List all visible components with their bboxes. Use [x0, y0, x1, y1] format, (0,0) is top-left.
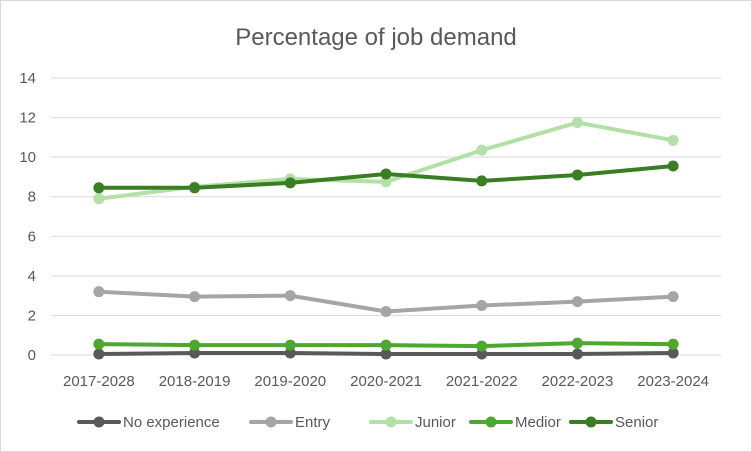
legend: No experience Entry Junior Medior Senior [77, 414, 658, 431]
x-axis-ticks: 2017-2028 2018-2019 2019-2020 2020-2021 2021… [63, 373, 709, 390]
legend-item: Senior [569, 414, 658, 431]
series-medior [93, 337, 679, 352]
y-tick-label: 6 [28, 228, 36, 245]
y-tick-label: 0 [28, 347, 36, 364]
data-point [189, 182, 201, 194]
data-point [93, 286, 105, 298]
gridlines [51, 77, 721, 356]
data-point [571, 117, 583, 129]
data-point [284, 339, 296, 351]
y-tick-label: 4 [28, 268, 36, 285]
data-point [380, 305, 392, 317]
y-axis-ticks: 0 2 4 6 8 10 12 14 [19, 70, 36, 364]
data-point [284, 177, 296, 189]
data-point [476, 348, 488, 360]
legend-swatch-marker [585, 416, 597, 428]
chart-title: Percentage of job demand [235, 24, 517, 51]
data-point [380, 176, 392, 188]
legend-swatch-marker [93, 416, 105, 428]
series-no-experience [93, 347, 679, 360]
x-tick-label: 2019-2020 [254, 373, 326, 390]
data-point [571, 296, 583, 308]
data-point [667, 160, 679, 172]
x-tick-label: 2021-2022 [446, 373, 518, 390]
data-point [476, 340, 488, 352]
legend-swatch-marker [265, 416, 277, 428]
data-point [667, 134, 679, 146]
y-tick-label: 12 [19, 110, 36, 127]
x-tick-label: 2020-2021 [350, 373, 422, 390]
data-point [476, 144, 488, 156]
data-point [380, 339, 392, 351]
data-point [189, 347, 201, 359]
y-tick-label: 2 [28, 307, 36, 324]
data-point [571, 337, 583, 349]
data-point [284, 290, 296, 302]
data-point [476, 300, 488, 312]
series-junior [93, 117, 679, 205]
series-entry [93, 286, 679, 317]
legend-item: No experience [77, 414, 220, 431]
legend-item: Medior [469, 414, 561, 431]
legend-label: Entry [295, 414, 331, 431]
x-tick-label: 2017-2028 [63, 373, 135, 390]
y-tick-label: 8 [28, 189, 36, 206]
legend-label: Medior [515, 414, 561, 431]
legend-swatch-marker [485, 416, 497, 428]
data-point [667, 347, 679, 359]
data-point [571, 348, 583, 360]
data-point [380, 348, 392, 360]
data-point [93, 182, 105, 194]
legend-label: No experience [123, 414, 220, 431]
data-point [189, 291, 201, 303]
x-tick-label: 2022-2023 [542, 373, 614, 390]
x-tick-label: 2018-2019 [159, 373, 231, 390]
y-tick-label: 10 [19, 149, 36, 166]
data-point [93, 193, 105, 205]
data-point [476, 175, 488, 187]
x-tick-label: 2023-2024 [637, 373, 709, 390]
data-point [189, 339, 201, 351]
data-point [93, 338, 105, 350]
legend-item: Entry [249, 414, 331, 431]
y-tick-label: 14 [19, 70, 36, 87]
data-point [284, 347, 296, 359]
data-point [667, 291, 679, 303]
data-point [93, 348, 105, 360]
legend-swatch-marker [385, 416, 397, 428]
legend-label: Senior [615, 414, 658, 431]
legend-label: Junior [415, 414, 456, 431]
series-lines [93, 117, 679, 360]
series-senior [93, 160, 679, 194]
data-point [380, 168, 392, 180]
data-point [571, 169, 583, 181]
data-point [667, 338, 679, 350]
legend-item: Junior [369, 414, 456, 431]
